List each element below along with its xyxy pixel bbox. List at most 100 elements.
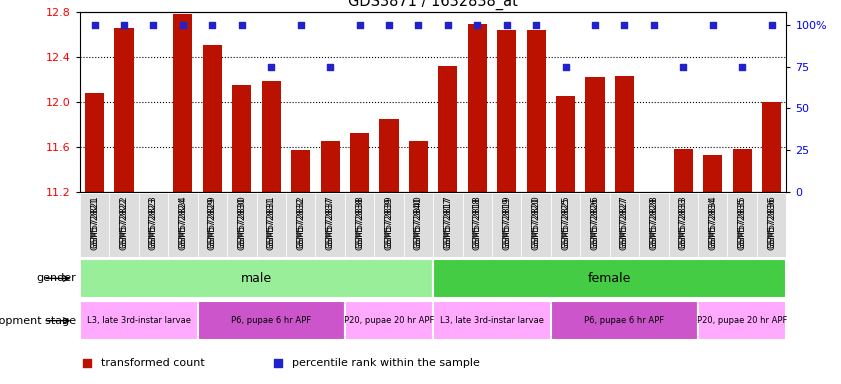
Bar: [203, 45, 222, 192]
Bar: [521, 193, 551, 257]
Text: GSM572822: GSM572822: [119, 195, 129, 248]
Point: [735, 64, 748, 70]
Text: GSM572825: GSM572825: [561, 197, 570, 250]
Text: GSM572840: GSM572840: [414, 197, 423, 250]
Text: GSM572823: GSM572823: [149, 195, 158, 248]
Bar: [556, 96, 575, 192]
Text: GSM572833: GSM572833: [679, 195, 688, 248]
Bar: [173, 14, 193, 192]
Point: [676, 64, 690, 70]
Text: GSM572819: GSM572819: [502, 197, 511, 250]
Text: GSM572822: GSM572822: [119, 197, 129, 250]
Bar: [320, 141, 340, 192]
Text: GSM572821: GSM572821: [90, 197, 99, 250]
Text: GSM572817: GSM572817: [443, 197, 452, 250]
Bar: [433, 301, 551, 340]
Text: GSM572829: GSM572829: [208, 197, 217, 250]
Text: GSM572820: GSM572820: [532, 197, 541, 250]
Text: GSM572834: GSM572834: [708, 195, 717, 248]
Bar: [409, 141, 428, 192]
Point: [176, 22, 189, 28]
Point: [588, 22, 601, 28]
Text: GSM572821: GSM572821: [90, 195, 99, 248]
Bar: [198, 193, 227, 257]
Text: GSM572819: GSM572819: [502, 195, 511, 248]
Point: [706, 22, 719, 28]
Point: [411, 22, 425, 28]
Bar: [580, 193, 610, 257]
Title: GDS3871 / 1632838_at: GDS3871 / 1632838_at: [348, 0, 518, 10]
Point: [500, 22, 513, 28]
Bar: [286, 193, 315, 257]
Bar: [80, 193, 109, 257]
Text: GSM572836: GSM572836: [767, 197, 776, 250]
Text: P20, pupae 20 hr APF: P20, pupae 20 hr APF: [344, 316, 434, 325]
Point: [558, 64, 572, 70]
Point: [205, 22, 219, 28]
Text: GSM572839: GSM572839: [384, 195, 394, 248]
Text: GSM572826: GSM572826: [590, 197, 600, 250]
Bar: [639, 193, 669, 257]
Bar: [227, 193, 257, 257]
Text: GSM572835: GSM572835: [738, 195, 747, 248]
Bar: [492, 193, 521, 257]
Text: L3, late 3rd-instar larvae: L3, late 3rd-instar larvae: [87, 316, 191, 325]
Bar: [468, 24, 487, 192]
Text: GSM572834: GSM572834: [708, 197, 717, 250]
Text: GSM572830: GSM572830: [237, 195, 246, 248]
Point: [294, 22, 307, 28]
Bar: [109, 193, 139, 257]
Bar: [345, 301, 433, 340]
Text: GSM572837: GSM572837: [325, 197, 335, 250]
Point: [764, 22, 778, 28]
Bar: [615, 76, 634, 192]
Text: GSM572832: GSM572832: [296, 195, 305, 248]
Bar: [551, 193, 580, 257]
Bar: [438, 66, 458, 192]
Point: [441, 22, 454, 28]
Text: GSM572837: GSM572837: [325, 195, 335, 248]
Point: [80, 360, 93, 366]
Point: [117, 22, 130, 28]
Point: [146, 22, 160, 28]
Text: GSM572820: GSM572820: [532, 195, 541, 248]
Point: [264, 64, 278, 70]
Bar: [85, 93, 104, 192]
Bar: [698, 193, 727, 257]
Text: GSM572829: GSM572829: [208, 195, 217, 248]
Text: GSM572826: GSM572826: [590, 195, 600, 248]
Bar: [379, 119, 399, 192]
Bar: [345, 193, 374, 257]
Text: GSM572832: GSM572832: [296, 197, 305, 250]
Bar: [114, 28, 134, 192]
Text: GSM572827: GSM572827: [620, 195, 629, 248]
Point: [87, 22, 101, 28]
Bar: [757, 193, 786, 257]
Bar: [585, 77, 605, 192]
Point: [352, 22, 366, 28]
Bar: [139, 193, 168, 257]
Text: GSM572831: GSM572831: [267, 195, 276, 248]
Point: [323, 64, 336, 70]
Bar: [315, 193, 345, 257]
Bar: [727, 193, 757, 257]
Text: GSM572818: GSM572818: [473, 197, 482, 250]
Text: GSM572836: GSM572836: [767, 195, 776, 248]
Text: female: female: [588, 272, 632, 285]
Text: GSM572824: GSM572824: [178, 195, 188, 248]
Bar: [433, 259, 786, 298]
Text: GSM572823: GSM572823: [149, 197, 158, 250]
Bar: [262, 81, 281, 192]
Point: [470, 22, 484, 28]
Bar: [762, 102, 781, 192]
Text: GSM572833: GSM572833: [679, 197, 688, 250]
Bar: [433, 193, 463, 257]
Text: GSM572817: GSM572817: [443, 195, 452, 248]
Bar: [168, 193, 198, 257]
Text: GSM572840: GSM572840: [414, 195, 423, 248]
Text: development stage: development stage: [0, 316, 76, 326]
Text: L3, late 3rd-instar larvae: L3, late 3rd-instar larvae: [440, 316, 544, 325]
Text: percentile rank within the sample: percentile rank within the sample: [292, 358, 479, 368]
Point: [529, 22, 542, 28]
Bar: [669, 193, 698, 257]
